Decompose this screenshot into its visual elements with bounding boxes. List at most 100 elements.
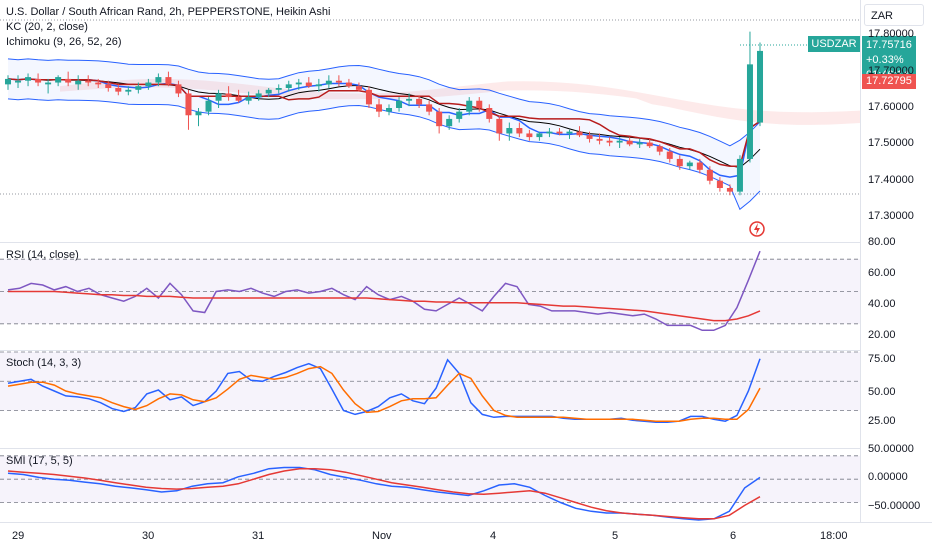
smi-pane <box>0 455 860 521</box>
candle-body <box>255 93 262 98</box>
candle-body <box>135 86 142 90</box>
smi-label[interactable]: SMI (17, 5, 5) <box>6 455 73 467</box>
alert-icon[interactable] <box>749 221 765 237</box>
candle-body <box>486 108 493 119</box>
candle-body <box>476 100 483 108</box>
stoch-tick: 75.00 <box>868 353 896 365</box>
candle-body <box>155 77 162 83</box>
price-tick: 17.50000 <box>868 137 914 150</box>
stoch-label[interactable]: Stoch (14, 3, 3) <box>6 357 82 369</box>
time-tick: 29 <box>12 530 25 542</box>
candle-body <box>275 88 282 90</box>
chart-title: U.S. Dollar / South African Rand, 2h, PE… <box>6 6 331 18</box>
candle-body <box>25 77 32 81</box>
keltner-channel <box>7 58 761 211</box>
candle-body <box>95 82 102 85</box>
price-tick: 17.60000 <box>868 101 914 113</box>
candle-body <box>365 89 372 105</box>
candle-body <box>606 140 613 143</box>
ichimoku-cloud <box>60 78 860 125</box>
candle-body <box>566 131 573 134</box>
candle-body <box>696 162 703 170</box>
candle-body <box>736 158 743 192</box>
candle-body <box>75 80 82 85</box>
price-tick: 17.40000 <box>868 173 914 186</box>
candle-body <box>546 131 553 134</box>
stoch-tick: 50.00 <box>868 386 896 398</box>
rsi-line <box>7 250 761 332</box>
candle-body <box>115 88 122 92</box>
candle-body <box>285 84 292 88</box>
candle-body <box>85 80 92 83</box>
candle-body <box>375 104 382 112</box>
candle-body <box>446 118 453 127</box>
candle-body <box>706 169 713 181</box>
candle-body <box>746 64 753 159</box>
pane-separator <box>0 350 860 351</box>
candle-body <box>396 100 403 108</box>
kc-label[interactable]: KC (20, 2, close) <box>6 21 88 33</box>
candle-body <box>626 140 633 145</box>
rsi-pane <box>0 250 860 332</box>
candle-body <box>265 89 272 94</box>
currency-selector[interactable]: ZAR <box>864 4 924 26</box>
heikin-ashi-candles[interactable] <box>4 31 764 196</box>
rsi-label[interactable]: RSI (14, close) <box>6 249 79 261</box>
candle-body <box>526 133 533 138</box>
cloud-fill <box>60 78 860 125</box>
candle-body <box>386 108 393 112</box>
candle-body <box>676 158 683 167</box>
candle-body <box>15 80 22 83</box>
candle-body <box>506 128 513 134</box>
rsi-tick: 80.00 <box>868 236 896 248</box>
time-tick: 31 <box>252 530 265 542</box>
rsi-tick: 60.00 <box>868 267 896 279</box>
symbol-badge: USDZAR <box>808 36 860 52</box>
kc-upper <box>7 58 761 147</box>
smi-signal-line <box>7 467 761 520</box>
time-tick: 18:00 <box>820 530 848 542</box>
pane-separator <box>0 242 860 243</box>
price-change: +0.33% <box>866 54 904 66</box>
rsi-tick: 20.00 <box>868 329 896 341</box>
kc-fill <box>8 58 760 210</box>
price-tick: 17.30000 <box>868 210 914 223</box>
secondary-price-badge: 17.72795 <box>862 74 916 89</box>
candle-body <box>656 146 663 152</box>
candle-body <box>456 111 463 119</box>
stoch-pane <box>0 351 860 423</box>
candle-body <box>666 151 673 159</box>
candle-body <box>125 89 132 92</box>
ichimoku-label[interactable]: Ichimoku (9, 26, 52, 26) <box>6 36 122 48</box>
price-tick: 17.80000 <box>868 28 914 41</box>
pane-separator <box>0 448 860 449</box>
candle-body <box>756 50 764 123</box>
time-tick: 5 <box>612 530 619 542</box>
candle-body <box>245 97 252 101</box>
ichimoku-lines <box>7 78 761 178</box>
price-axis-border <box>860 0 861 522</box>
candle-body <box>576 131 583 136</box>
candle-body <box>35 78 42 83</box>
candle-body <box>55 77 62 83</box>
last-price: 17.75716 <box>866 39 912 51</box>
price-tick: 17.70000 <box>868 64 914 77</box>
smi-tick: 50.00000 <box>868 443 914 455</box>
base-line <box>7 78 761 167</box>
candle-body <box>345 82 352 87</box>
candle-body <box>185 93 192 116</box>
candle-body <box>616 140 623 143</box>
candle-body <box>716 180 723 188</box>
candle-body <box>556 131 563 134</box>
candle-body <box>416 98 423 105</box>
candle-body <box>516 128 523 134</box>
candle-body <box>105 84 112 88</box>
candle-body <box>466 100 473 112</box>
candle-body <box>65 78 72 83</box>
candle-body <box>175 84 182 94</box>
rsi-ma-line <box>8 290 761 322</box>
smi-tick: −50.00000 <box>868 500 921 512</box>
stoch-tick: 25.00 <box>868 415 896 427</box>
candle-body <box>195 111 202 116</box>
